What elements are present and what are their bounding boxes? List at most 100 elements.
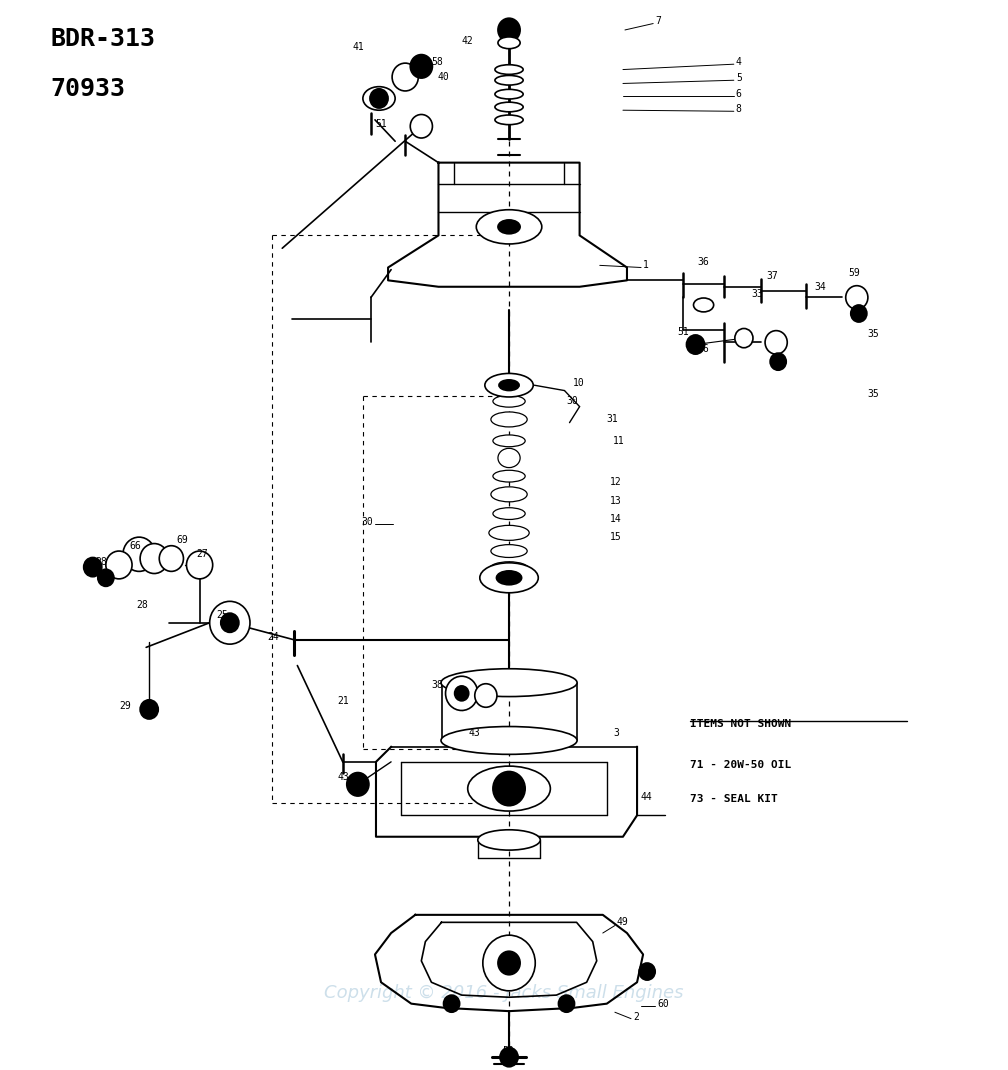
Text: 13: 13	[610, 495, 622, 506]
Text: 41: 41	[353, 42, 365, 52]
Ellipse shape	[498, 448, 520, 468]
Text: 12: 12	[610, 476, 622, 487]
Text: 7: 7	[655, 16, 661, 27]
Text: 34: 34	[814, 281, 827, 292]
Circle shape	[210, 601, 250, 644]
Ellipse shape	[489, 380, 529, 395]
Text: 5: 5	[736, 73, 742, 83]
Circle shape	[140, 544, 168, 574]
Ellipse shape	[485, 373, 533, 397]
Ellipse shape	[493, 508, 525, 520]
Text: 49: 49	[617, 917, 629, 928]
Text: 2: 2	[633, 1011, 639, 1022]
Text: 70933: 70933	[50, 77, 125, 101]
Text: 24: 24	[267, 631, 279, 642]
Circle shape	[392, 63, 418, 91]
Circle shape	[493, 771, 525, 806]
Text: 31: 31	[607, 414, 619, 425]
Text: 1: 1	[643, 260, 649, 271]
Circle shape	[498, 951, 520, 975]
Text: 44: 44	[640, 792, 652, 802]
Text: 59: 59	[849, 268, 861, 278]
Circle shape	[483, 935, 535, 991]
Circle shape	[558, 995, 575, 1012]
Text: 28: 28	[136, 599, 148, 610]
Circle shape	[770, 353, 786, 370]
Circle shape	[410, 55, 432, 78]
Ellipse shape	[694, 297, 714, 312]
Ellipse shape	[489, 525, 529, 540]
Circle shape	[106, 551, 132, 579]
Circle shape	[98, 569, 114, 586]
Ellipse shape	[498, 36, 520, 49]
Ellipse shape	[493, 471, 525, 483]
Text: 42: 42	[462, 35, 474, 46]
Ellipse shape	[491, 487, 527, 502]
Circle shape	[444, 995, 460, 1012]
Circle shape	[846, 286, 868, 309]
Text: 29: 29	[119, 701, 131, 712]
Text: 6: 6	[736, 89, 742, 100]
Circle shape	[851, 305, 867, 322]
Text: BDR-313: BDR-313	[50, 27, 155, 50]
Circle shape	[159, 546, 183, 571]
Text: 15: 15	[610, 532, 622, 542]
Text: 36: 36	[698, 257, 710, 268]
Text: 73 - SEAL KIT: 73 - SEAL KIT	[690, 794, 778, 804]
Text: 3: 3	[613, 728, 619, 738]
Text: 33: 33	[751, 289, 763, 300]
Text: ITEMS NOT SHOWN: ITEMS NOT SHOWN	[690, 719, 791, 729]
Text: 11: 11	[613, 435, 625, 446]
Ellipse shape	[496, 571, 522, 585]
Circle shape	[735, 328, 753, 348]
Circle shape	[84, 557, 102, 577]
Text: 28: 28	[96, 556, 108, 567]
Ellipse shape	[476, 210, 542, 244]
Ellipse shape	[480, 563, 538, 593]
Text: 60: 60	[657, 998, 669, 1009]
Circle shape	[686, 335, 705, 354]
Text: 50: 50	[502, 1045, 514, 1056]
Circle shape	[500, 1048, 518, 1067]
Text: 30: 30	[361, 517, 373, 528]
Circle shape	[475, 684, 497, 707]
Ellipse shape	[363, 87, 395, 110]
Ellipse shape	[493, 396, 525, 408]
Text: 35: 35	[867, 388, 879, 399]
Text: 14: 14	[610, 514, 622, 524]
Text: 25: 25	[217, 610, 229, 621]
Text: 30: 30	[566, 396, 579, 407]
Circle shape	[347, 773, 369, 796]
Circle shape	[186, 551, 213, 579]
Text: 8: 8	[736, 104, 742, 114]
Text: Copyright © 2016 - Jacks Small Engines: Copyright © 2016 - Jacks Small Engines	[325, 984, 683, 1002]
Text: 10: 10	[573, 378, 585, 388]
Circle shape	[221, 613, 239, 632]
Text: 56: 56	[698, 343, 710, 354]
Text: 4: 4	[736, 57, 742, 67]
Ellipse shape	[495, 103, 523, 112]
Ellipse shape	[495, 75, 523, 86]
Ellipse shape	[442, 727, 577, 754]
Circle shape	[765, 331, 787, 354]
Circle shape	[140, 700, 158, 719]
Ellipse shape	[478, 830, 540, 850]
Text: 66: 66	[129, 540, 141, 551]
Text: 43: 43	[469, 728, 481, 738]
Text: 71 - 20W-50 OIL: 71 - 20W-50 OIL	[690, 760, 791, 769]
Text: 58: 58	[431, 57, 444, 67]
Text: 40: 40	[437, 72, 450, 82]
Ellipse shape	[489, 562, 529, 577]
Ellipse shape	[495, 65, 523, 75]
Text: 27: 27	[197, 549, 209, 560]
Text: 37: 37	[766, 271, 778, 281]
Circle shape	[455, 686, 469, 701]
Circle shape	[498, 18, 520, 42]
Ellipse shape	[499, 380, 519, 391]
Ellipse shape	[495, 116, 523, 125]
Text: 21: 21	[338, 696, 350, 706]
Ellipse shape	[491, 545, 527, 557]
Circle shape	[446, 676, 478, 710]
Text: 38: 38	[431, 679, 444, 690]
Ellipse shape	[495, 90, 523, 100]
